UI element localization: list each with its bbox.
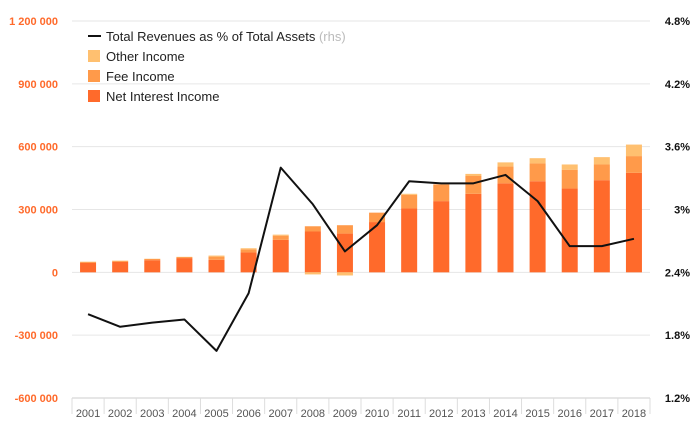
- bar-other-income: [337, 272, 353, 275]
- bar-other-income: [401, 194, 417, 195]
- bar-net-interest-income: [401, 208, 417, 272]
- bar-other-income: [530, 158, 546, 163]
- bar-net-interest-income: [144, 260, 160, 272]
- legend-swatch: [88, 50, 100, 62]
- x-tick-label: 2011: [397, 408, 421, 420]
- bar-fee-income: [176, 257, 192, 258]
- y-left-tick-label: 1 200 000: [9, 16, 58, 28]
- x-tick-label: 2004: [172, 408, 196, 420]
- x-tick-label: 2001: [76, 408, 100, 420]
- bar-net-interest-income: [562, 189, 578, 273]
- x-tick-label: 2003: [140, 408, 164, 420]
- bar-other-income: [209, 256, 225, 257]
- x-tick-label: 2015: [525, 408, 549, 420]
- y-right-tick-label: 3%: [674, 205, 690, 217]
- legend-entry: Fee Income: [106, 69, 175, 84]
- bar-fee-income: [337, 225, 353, 233]
- x-tick-label: 2018: [622, 408, 646, 420]
- y-right-tick-label: 4.8%: [665, 16, 690, 28]
- y-left-tick-label: -600 000: [15, 393, 58, 405]
- y-right-tick-label: 3.6%: [665, 142, 690, 154]
- bar-other-income: [273, 235, 289, 236]
- bar-net-interest-income: [209, 260, 225, 273]
- x-tick-label: 2005: [204, 408, 228, 420]
- bar-other-income: [562, 164, 578, 169]
- x-tick-label: 2013: [461, 408, 485, 420]
- bar-net-interest-income: [337, 234, 353, 273]
- bar-other-income: [594, 157, 610, 164]
- legend-entry: Net Interest Income: [106, 89, 219, 104]
- y-right-tick-label: 2.4%: [665, 267, 690, 279]
- bar-net-interest-income: [530, 181, 546, 272]
- bar-other-income: [626, 145, 642, 157]
- x-tick-label: 2017: [590, 408, 614, 420]
- y-left-tick-label: 900 000: [18, 79, 58, 91]
- bar-fee-income: [401, 195, 417, 209]
- bar-net-interest-income: [433, 201, 449, 272]
- line-total-revenues-pct: [88, 168, 634, 351]
- bar-net-interest-income: [626, 173, 642, 272]
- x-tick-label: 2012: [429, 408, 453, 420]
- y-right-tick-label: 1.2%: [665, 393, 690, 405]
- bar-net-interest-income: [176, 258, 192, 272]
- bar-fee-income: [305, 226, 321, 231]
- bar-net-interest-income: [305, 231, 321, 272]
- bar-fee-income: [594, 164, 610, 180]
- legend-entry: Total Revenues as % of Total Assets (rhs…: [106, 29, 346, 44]
- bar-fee-income: [273, 236, 289, 240]
- bar-fee-income: [209, 257, 225, 260]
- bar-other-income: [305, 272, 321, 274]
- x-tick-label: 2006: [236, 408, 260, 420]
- legend-note: (rhs): [315, 29, 345, 44]
- bar-other-income: [241, 248, 257, 249]
- bar-fee-income: [112, 261, 128, 262]
- bar-fee-income: [144, 259, 160, 260]
- bar-fee-income: [530, 163, 546, 181]
- bar-other-income: [465, 174, 481, 176]
- y-left-tick-label: 600 000: [18, 142, 58, 154]
- bar-other-income: [498, 162, 514, 166]
- x-tick-label: 2009: [333, 408, 357, 420]
- bar-fee-income: [465, 176, 481, 194]
- bar-net-interest-income: [594, 180, 610, 272]
- bar-fee-income: [80, 262, 96, 263]
- y-left-tick-label: -300 000: [15, 330, 58, 342]
- x-tick-label: 2014: [493, 408, 517, 420]
- bar-net-interest-income: [498, 183, 514, 272]
- y-right-tick-label: 4.2%: [665, 79, 690, 91]
- bar-fee-income: [626, 156, 642, 173]
- y-left-tick-label: 300 000: [18, 205, 58, 217]
- bar-fee-income: [433, 184, 449, 201]
- bar-net-interest-income: [80, 263, 96, 272]
- bar-fee-income: [562, 170, 578, 189]
- legend-entry: Other Income: [106, 49, 185, 64]
- x-tick-label: 2008: [301, 408, 325, 420]
- bar-net-interest-income: [112, 262, 128, 272]
- bar-fee-income: [241, 249, 257, 252]
- legend-swatch: [88, 90, 100, 102]
- bar-net-interest-income: [465, 194, 481, 273]
- y-left-tick-label: 0: [52, 267, 58, 279]
- x-tick-label: 2016: [557, 408, 581, 420]
- x-tick-label: 2002: [108, 408, 132, 420]
- legend-swatch: [88, 70, 100, 82]
- x-tick-label: 2010: [365, 408, 389, 420]
- bar-net-interest-income: [273, 240, 289, 272]
- x-tick-label: 2007: [268, 408, 292, 420]
- y-right-tick-label: 1.8%: [665, 330, 690, 342]
